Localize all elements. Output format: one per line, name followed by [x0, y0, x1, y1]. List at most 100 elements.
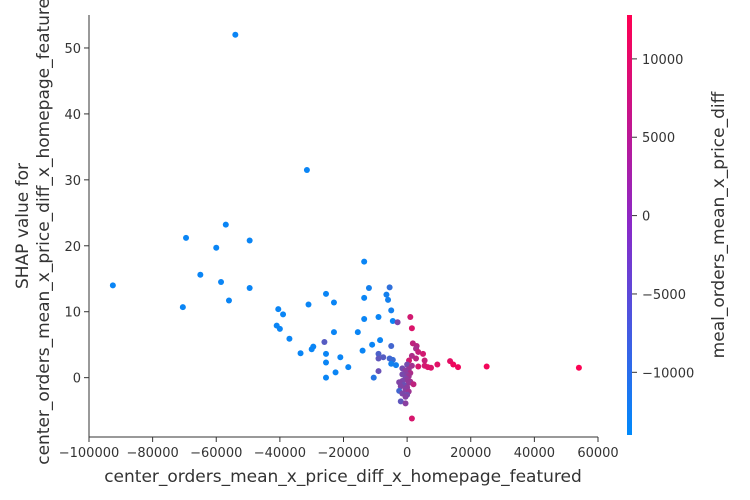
scatter-point	[280, 311, 287, 318]
y-tick-label: 0	[73, 372, 81, 387]
scatter-point	[308, 346, 315, 353]
scatter-point	[361, 294, 368, 301]
scatter-point	[321, 339, 328, 346]
scatter-point	[405, 379, 412, 386]
y-tick-label: 50	[64, 42, 81, 57]
scatter-point	[404, 361, 411, 368]
scatter-point	[388, 307, 395, 314]
scatter-point	[337, 354, 344, 361]
scatter-point	[303, 166, 310, 173]
y-axis-label-line: center_orders_mean_x_price_diff_x_homepa…	[34, 0, 54, 465]
scatter-point	[323, 374, 330, 381]
colorbar-tick-label: −10000	[642, 366, 694, 381]
x-tick-label: −60000	[190, 446, 242, 461]
scatter-point	[407, 313, 414, 320]
scatter-point	[323, 290, 330, 297]
scatter-point	[330, 299, 337, 306]
y-tick-label: 30	[64, 174, 81, 189]
colorbar-tick-label: 10000	[642, 53, 683, 68]
scatter-point	[375, 313, 382, 320]
scatter-point	[415, 363, 422, 370]
scatter-point	[213, 244, 220, 251]
colorbar-label: meal_orders_mean_x_price_diff	[709, 90, 729, 358]
scatter-point	[109, 282, 116, 289]
x-ticks: −100000 −80000 −60000 −40000 −20000 0 20000 400…	[59, 437, 619, 461]
scatter-point	[413, 355, 420, 362]
scatter-point	[397, 383, 404, 390]
scatter-point	[183, 234, 190, 241]
scatter-point	[397, 398, 404, 405]
colorbar-tick-label: −5000	[642, 288, 686, 303]
scatter-point	[380, 354, 387, 361]
y-axis-label-line: SHAP value for	[13, 163, 33, 289]
scatter-point	[232, 31, 239, 38]
scatter-point	[455, 364, 462, 371]
scatter-point	[361, 258, 368, 265]
scatter-point	[179, 304, 186, 311]
x-tick-label: 20000	[450, 446, 491, 461]
colorbar-ticks: −10000 −5000 0 5000 10000	[632, 53, 694, 381]
x-axis-label: center_orders_mean_x_price_diff_x_homepa…	[104, 467, 582, 487]
scatter-point	[421, 357, 428, 364]
x-tick-label: −80000	[127, 446, 179, 461]
scatter-point	[197, 271, 204, 278]
colorbar	[627, 15, 632, 435]
y-tick-label: 10	[64, 306, 81, 321]
scatter-point	[408, 325, 415, 332]
scatter-point	[359, 347, 366, 354]
scatter-point	[392, 362, 399, 369]
scatter-point	[345, 364, 352, 371]
scatter-point	[420, 350, 427, 357]
y-tick-label: 20	[64, 240, 81, 255]
scatter-point	[383, 291, 390, 298]
x-tick-label: 0	[403, 446, 411, 461]
scatter-point	[305, 301, 312, 308]
scatter-point	[275, 306, 282, 313]
scatter-point	[388, 343, 395, 350]
scatter-point	[402, 393, 409, 400]
colorbar-tick-label: 0	[642, 210, 650, 225]
scatter-point	[389, 317, 396, 324]
scatter-point	[370, 374, 377, 381]
scatter-point	[375, 355, 382, 362]
scatter-point	[408, 415, 415, 422]
y-ticks: 0 10 20 30 40 50	[64, 42, 89, 387]
scatter-point	[410, 381, 417, 388]
scatter-point	[377, 337, 384, 344]
scatter-point	[385, 296, 392, 303]
scatter-point	[330, 329, 337, 336]
scatter-point	[450, 361, 457, 368]
x-tick-label: 60000	[577, 446, 618, 461]
colorbar-tick-label: 5000	[642, 131, 675, 146]
scatter-point	[483, 363, 490, 370]
scatter-point	[375, 350, 382, 357]
scatter-point	[286, 335, 293, 342]
x-tick-label: −100000	[59, 446, 120, 461]
x-tick-label: −40000	[254, 446, 306, 461]
y-axis-label: SHAP value forcenter_orders_mean_x_price…	[13, 0, 54, 465]
scatter-point	[332, 369, 339, 376]
x-tick-label: −20000	[317, 446, 369, 461]
scatter-point	[402, 400, 409, 407]
scatter-point	[386, 284, 393, 291]
scatter-point	[434, 361, 441, 368]
scatter-point	[246, 284, 253, 291]
scatter-point	[375, 368, 382, 375]
scatter-point	[369, 341, 376, 348]
y-tick-label: 40	[64, 108, 81, 123]
scatter-point	[354, 329, 361, 336]
scatter-point	[415, 348, 422, 355]
x-tick-label: 40000	[514, 446, 555, 461]
scatter-point	[225, 297, 232, 304]
scatter-point	[365, 284, 372, 291]
scatter-point	[388, 360, 395, 367]
scatter-point	[276, 325, 283, 332]
scatter-point	[323, 350, 330, 357]
scatter-point	[297, 350, 304, 357]
scatter-point	[394, 319, 401, 326]
scatter-point	[575, 364, 582, 371]
scatter-point	[323, 359, 330, 366]
scatter-point	[361, 315, 368, 322]
scatter-point	[427, 364, 434, 371]
